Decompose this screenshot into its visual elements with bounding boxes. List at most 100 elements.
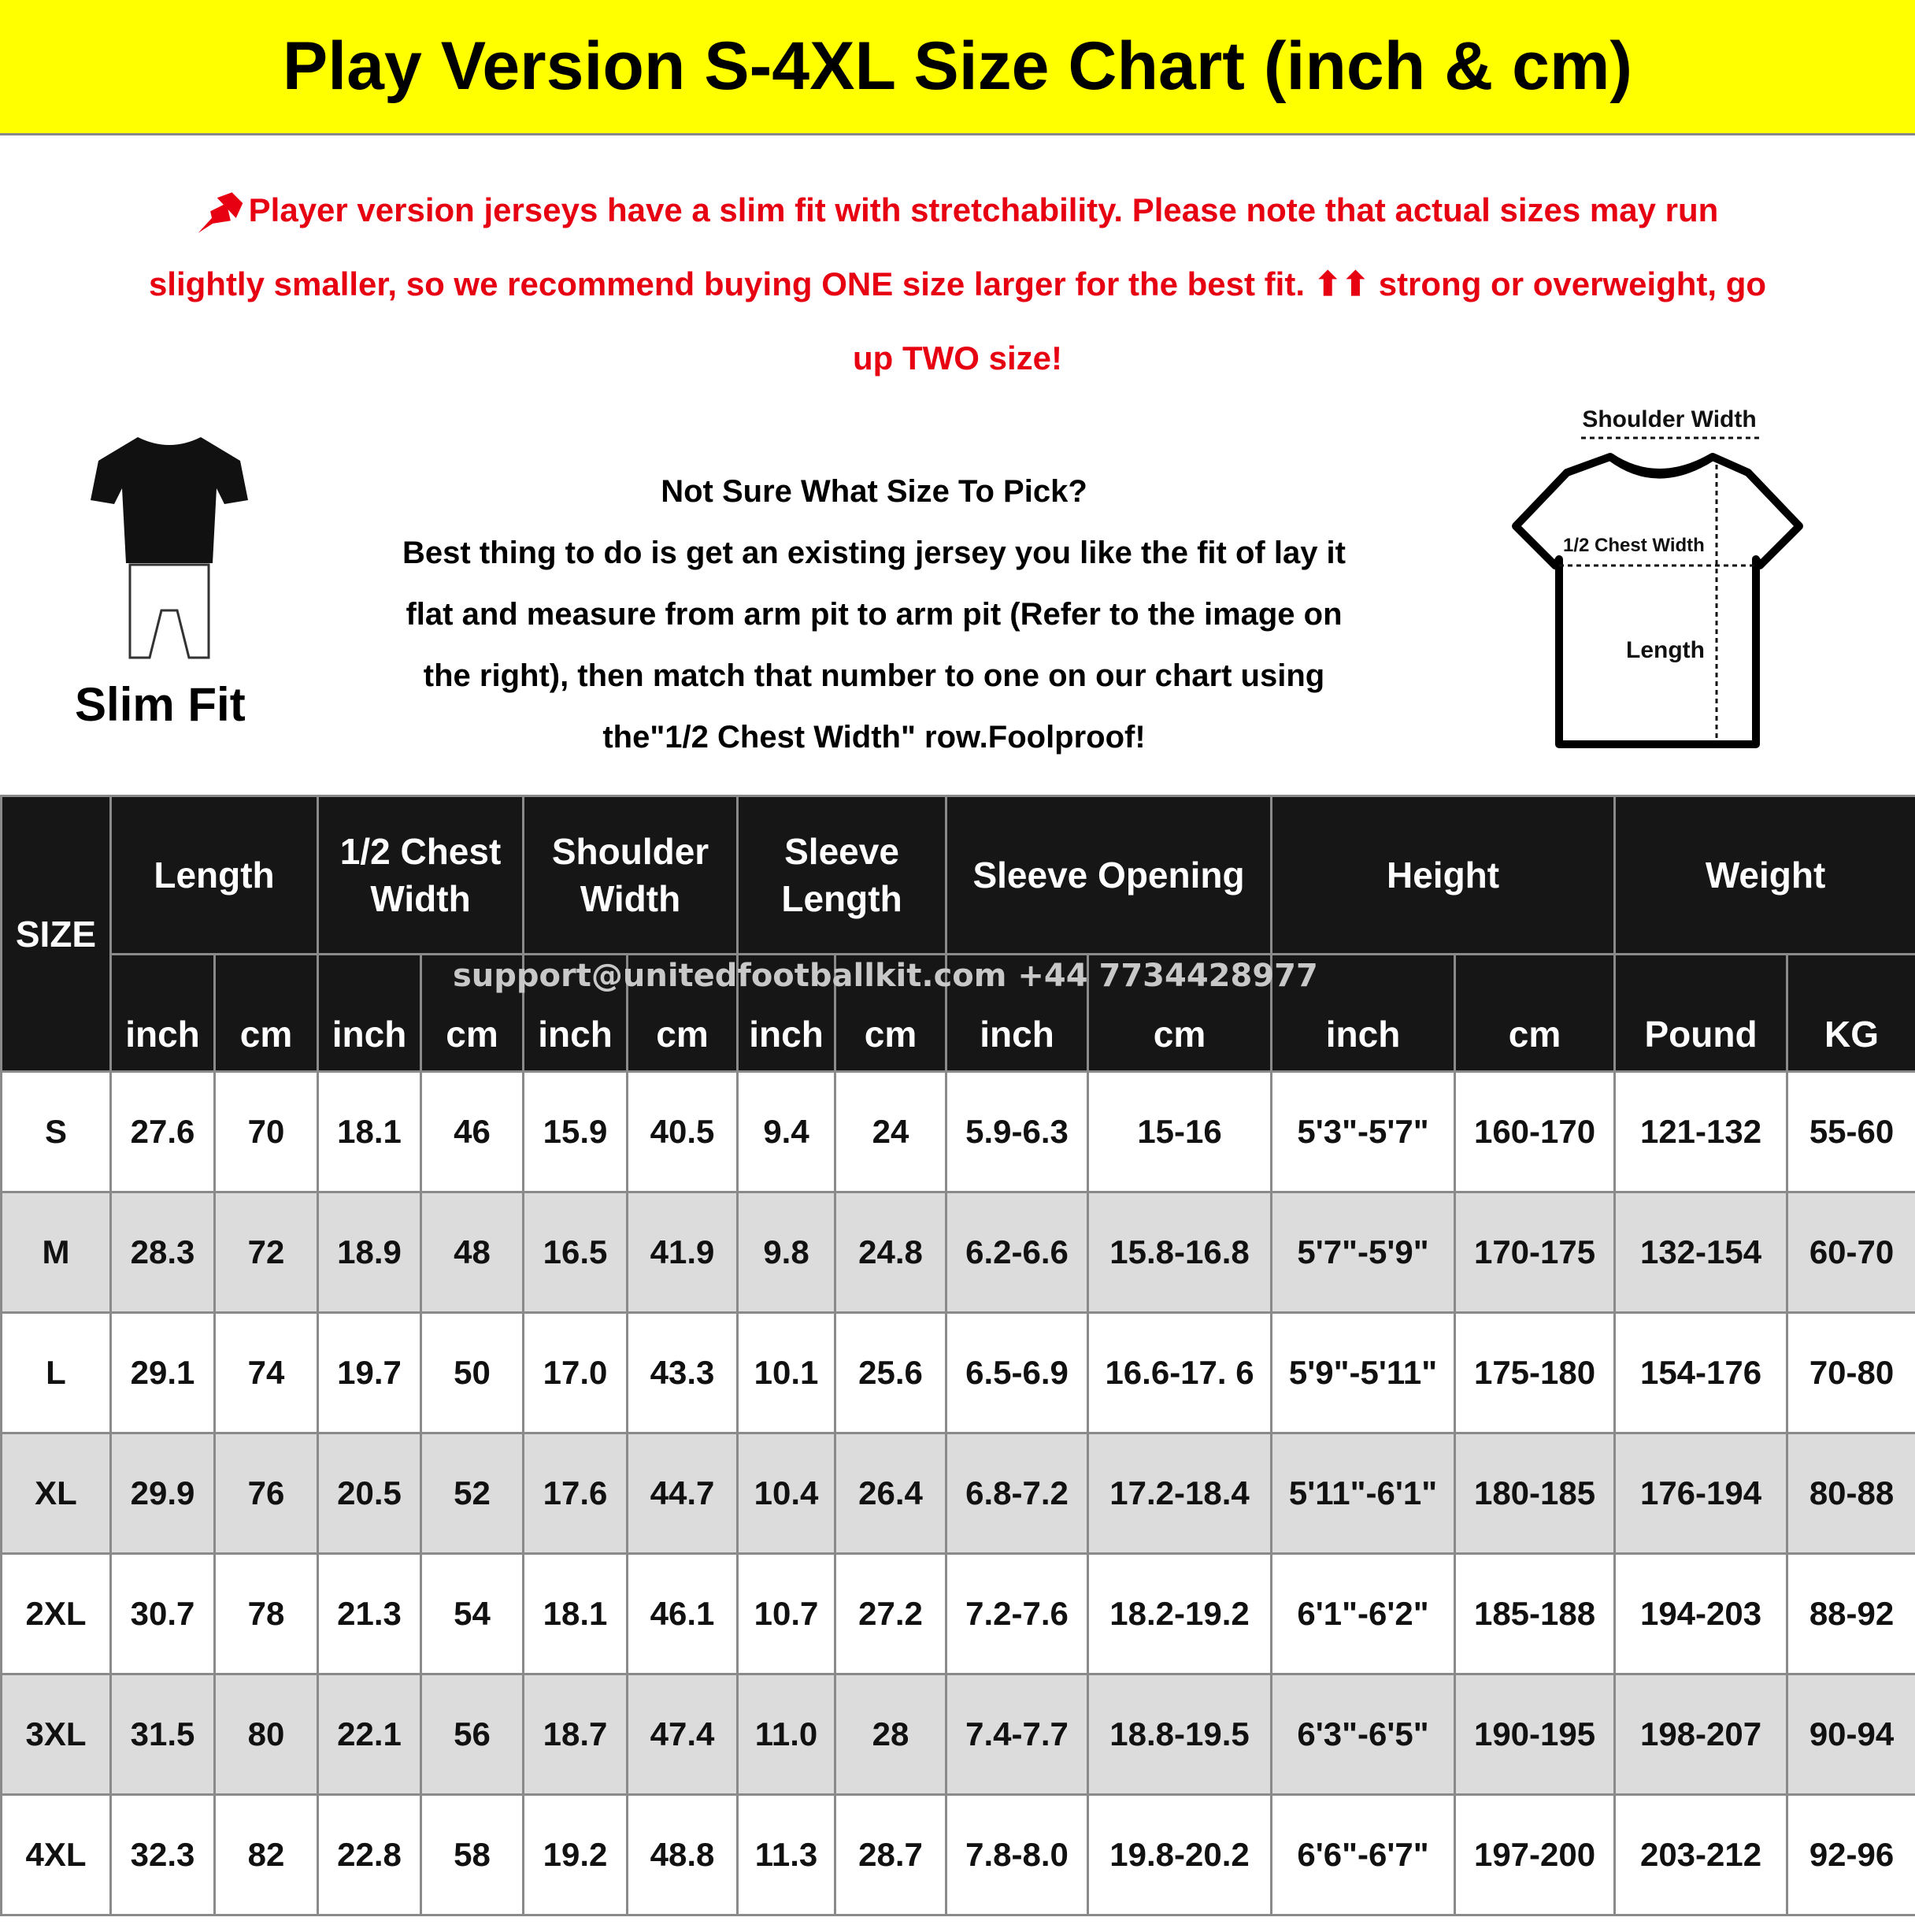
table-cell: 19.7	[317, 1311, 423, 1434]
size-cell: L	[0, 1311, 112, 1434]
table-cell: 6'6"-6'7"	[1270, 1793, 1457, 1916]
size-cell: XL	[0, 1432, 112, 1555]
table-cell: 78	[213, 1552, 320, 1675]
table-cell: 19.2	[522, 1793, 629, 1916]
unit-header: inch	[522, 953, 629, 1073]
table-cell: 18.8-19.5	[1087, 1673, 1273, 1796]
table-cell: 43.3	[626, 1311, 739, 1434]
table-cell: 18.1	[522, 1552, 629, 1675]
table-cell: 47.4	[626, 1673, 739, 1796]
table-cell: 18.1	[317, 1070, 423, 1193]
table-cell: 74	[213, 1311, 320, 1434]
table-cell: 19.8-20.2	[1087, 1793, 1273, 1916]
table-cell: 190-195	[1454, 1673, 1617, 1796]
table-cell: 7.8-8.0	[945, 1793, 1090, 1916]
table-cell: 10.7	[736, 1552, 837, 1675]
table-cell: 15-16	[1087, 1070, 1273, 1193]
table-row: M 28.3 72 18.9 48 16.5 41.9 9.8 24.8 6.2-6.6 15.8-…	[0, 1191, 1915, 1314]
table-cell: 46.1	[626, 1552, 739, 1675]
table-cell: 194-203	[1613, 1552, 1789, 1675]
diagram-chest-width: 1/2 Chest Width	[1563, 535, 1705, 556]
table-row: S 27.6 70 18.1 46 15.9 40.5 9.4 24 5.9-6.3 15-16 5'…	[0, 1070, 1915, 1193]
table-cell: 22.8	[317, 1793, 423, 1916]
unit-header: cm	[1087, 953, 1273, 1073]
table-cell: 198-207	[1613, 1673, 1789, 1796]
table-cell: 88-92	[1786, 1552, 1915, 1675]
table-cell: 50	[420, 1311, 525, 1434]
table-cell: 180-185	[1454, 1432, 1617, 1555]
table-cell: 5'11"-6'1"	[1270, 1432, 1457, 1555]
size-cell: 2XL	[0, 1552, 112, 1675]
size-header: SIZE	[0, 795, 112, 1073]
column-group-header: Height	[1270, 795, 1617, 955]
guide-line-1: Best thing to do is get an existing jers…	[402, 536, 1346, 570]
table-row: 3XL 31.5 80 22.1 56 18.7 47.4 11.0 28 7.4-7.7 18.8…	[0, 1673, 1915, 1796]
table-cell: 48.8	[626, 1793, 739, 1916]
unit-header: cm	[213, 953, 320, 1073]
table-cell: 58	[420, 1793, 525, 1916]
table-cell: 11.3	[736, 1793, 837, 1916]
table-cell: 55-60	[1786, 1070, 1915, 1193]
table-cell: 6'1"-6'2"	[1270, 1552, 1457, 1675]
table-cell: 17.0	[522, 1311, 629, 1434]
table-cell: 28	[834, 1673, 948, 1796]
unit-header: Pound	[1613, 953, 1789, 1073]
column-group-header: 1/2 Chest Width	[317, 795, 525, 955]
notice-line-3: up TWO size!	[853, 339, 1062, 376]
table-cell: 46	[420, 1070, 525, 1193]
table-cell: 5'7"-5'9"	[1270, 1191, 1457, 1314]
size-cell: M	[0, 1191, 112, 1314]
table-cell: 26.4	[834, 1432, 948, 1555]
table-cell: 6.5-6.9	[945, 1311, 1090, 1434]
table-cell: 17.2-18.4	[1087, 1432, 1273, 1555]
unit-header: inch	[945, 953, 1090, 1073]
table-cell: 20.5	[317, 1432, 423, 1555]
table-cell: 70-80	[1786, 1311, 1915, 1434]
table-cell: 6'3"-6'5"	[1270, 1673, 1457, 1796]
table-cell: 15.9	[522, 1070, 629, 1193]
table-cell: 76	[213, 1432, 320, 1555]
size-guide: Not Sure What Size To Pick? Best thing t…	[283, 461, 1465, 768]
unit-header: cm	[1454, 953, 1617, 1073]
table-cell: 24	[834, 1070, 948, 1193]
pushpin-icon	[198, 192, 243, 233]
table-cell: 25.6	[834, 1311, 948, 1434]
table-cell: 32.3	[109, 1793, 216, 1916]
page-title: Play Version S-4XL Size Chart (inch & cm…	[0, 0, 1915, 135]
table-cell: 72	[213, 1191, 320, 1314]
table-cell: 10.1	[736, 1311, 837, 1434]
table-cell: 44.7	[626, 1432, 739, 1555]
table-cell: 132-154	[1613, 1191, 1789, 1314]
table-cell: 29.1	[109, 1311, 216, 1434]
table-cell: 80-88	[1786, 1432, 1915, 1555]
table-cell: 9.4	[736, 1070, 837, 1193]
table-cell: 27.6	[109, 1070, 216, 1193]
table-cell: 90-94	[1786, 1673, 1915, 1796]
table-cell: 175-180	[1454, 1311, 1617, 1434]
table-cell: 176-194	[1613, 1432, 1789, 1555]
table-cell: 11.0	[736, 1673, 837, 1796]
diagram-length: Length	[1626, 637, 1705, 663]
table-cell: 5.9-6.3	[945, 1070, 1090, 1193]
table-cell: 40.5	[626, 1070, 739, 1193]
size-cell: 3XL	[0, 1673, 112, 1796]
guide-line-2: flat and measure from arm pit to arm pit…	[406, 597, 1343, 632]
guide-line-4: the"1/2 Chest Width" row.Foolproof!	[602, 720, 1146, 755]
column-group-header: Sleeve Length	[736, 795, 948, 955]
table-cell: 5'9"-5'11"	[1270, 1311, 1457, 1434]
column-group-header: Weight	[1613, 795, 1915, 955]
contact-watermark: support@unitedfootballkit.com +44 773442…	[453, 958, 1318, 994]
table-cell: 6.8-7.2	[945, 1432, 1090, 1555]
table-cell: 18.9	[317, 1191, 423, 1314]
table-cell: 15.8-16.8	[1087, 1191, 1273, 1314]
table-row: L 29.1 74 19.7 50 17.0 43.3 10.1 25.6 6.5-6.9 16.6…	[0, 1311, 1915, 1434]
table-cell: 24.8	[834, 1191, 948, 1314]
table-cell: 6.2-6.6	[945, 1191, 1090, 1314]
table-cell: 121-132	[1613, 1070, 1789, 1193]
slim-fit-label: Slim Fit	[75, 678, 246, 731]
fit-notice: Player version jerseys have a slim fit w…	[8, 173, 1907, 395]
unit-header: inch	[736, 953, 837, 1073]
unit-header: cm	[626, 953, 739, 1073]
table-cell: 31.5	[109, 1673, 216, 1796]
notice-line-1: Player version jerseys have a slim fit w…	[248, 191, 1719, 228]
